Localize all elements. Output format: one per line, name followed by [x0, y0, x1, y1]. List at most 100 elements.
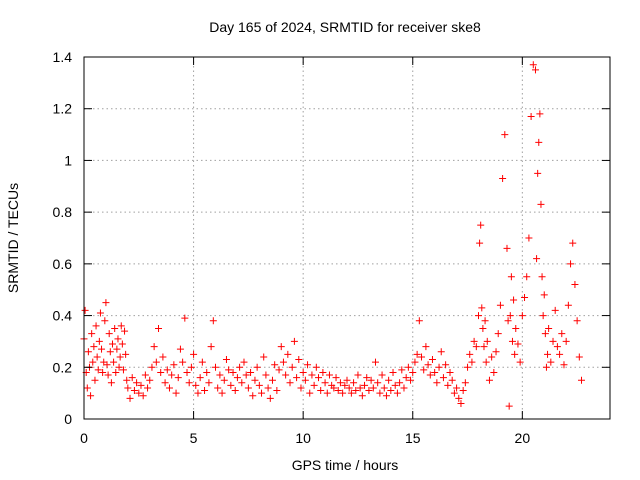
- data-point: [341, 381, 349, 389]
- y-tick-label: 0.2: [53, 359, 73, 375]
- data-point: [83, 384, 91, 392]
- data-point: [407, 376, 415, 384]
- data-point: [521, 293, 529, 301]
- data-point: [527, 112, 535, 120]
- data-point: [194, 389, 202, 397]
- data-point: [111, 325, 119, 332]
- data-point: [402, 374, 410, 382]
- data-point: [244, 384, 252, 392]
- data-point: [148, 363, 156, 371]
- data-point: [468, 358, 476, 366]
- data-point: [476, 239, 484, 247]
- data-point: [496, 301, 504, 309]
- data-point: [481, 317, 489, 325]
- data-point: [499, 175, 507, 183]
- data-point: [492, 348, 500, 356]
- data-point: [325, 371, 333, 379]
- y-tick-label: 1.4: [53, 49, 73, 65]
- data-point: [293, 374, 301, 382]
- data-point: [84, 348, 92, 356]
- data-point: [534, 169, 542, 177]
- data-point: [367, 376, 375, 384]
- data-point: [216, 371, 224, 379]
- data-point: [198, 358, 206, 366]
- data-point: [126, 394, 134, 402]
- data-point: [343, 376, 351, 384]
- data-point: [247, 368, 255, 376]
- data-point: [426, 371, 434, 379]
- data-point: [512, 325, 520, 332]
- data-point: [523, 273, 531, 281]
- data-point: [564, 301, 572, 309]
- data-point: [157, 368, 165, 376]
- data-point: [420, 366, 428, 374]
- data-point: [455, 394, 463, 402]
- data-point: [301, 376, 309, 384]
- data-point: [369, 384, 377, 392]
- data-point: [374, 379, 382, 387]
- data-point: [163, 366, 171, 374]
- data-point: [299, 368, 307, 376]
- data-point: [220, 376, 228, 384]
- y-tick-label: 0.8: [53, 204, 73, 220]
- data-point: [295, 356, 303, 364]
- data-point: [319, 368, 327, 376]
- data-point: [376, 389, 384, 397]
- data-point: [365, 387, 373, 395]
- data-point: [95, 337, 103, 345]
- plot-frame: [83, 56, 611, 420]
- data-point: [266, 394, 274, 402]
- data-point: [112, 368, 120, 376]
- data-point: [514, 340, 522, 348]
- data-point: [141, 371, 149, 379]
- data-point: [537, 200, 545, 208]
- y-tick-label: 0.6: [53, 256, 73, 272]
- data-point: [540, 291, 548, 299]
- data-point: [114, 335, 122, 343]
- data-point: [187, 363, 195, 371]
- data-point: [494, 330, 502, 338]
- data-point: [277, 343, 285, 351]
- data-point: [92, 322, 100, 330]
- axis-ticks: [83, 56, 610, 420]
- data-point: [409, 368, 417, 376]
- data-point: [391, 381, 399, 389]
- data-point: [501, 131, 509, 139]
- data-point: [98, 345, 106, 353]
- data-point: [118, 340, 126, 348]
- data-point: [165, 384, 173, 392]
- data-point: [424, 361, 432, 369]
- data-point: [569, 239, 577, 247]
- data-point: [110, 358, 118, 366]
- x-tick-label: 5: [190, 430, 198, 446]
- data-point: [286, 379, 294, 387]
- data-point: [122, 350, 130, 358]
- data-point: [478, 304, 486, 312]
- data-point: [152, 358, 160, 366]
- data-point: [108, 340, 116, 348]
- data-point: [330, 384, 338, 392]
- data-point: [356, 384, 364, 392]
- data-point: [442, 361, 450, 369]
- data-point: [222, 356, 230, 364]
- data-point: [101, 317, 109, 325]
- data-point: [332, 374, 340, 382]
- data-point: [507, 273, 515, 281]
- data-point: [334, 387, 342, 395]
- data-point: [133, 379, 141, 387]
- data-point: [464, 363, 472, 371]
- data-point: [242, 371, 250, 379]
- data-point: [135, 389, 143, 397]
- data-point: [218, 389, 226, 397]
- data-point: [288, 363, 296, 371]
- data-point: [113, 345, 121, 353]
- data-point: [121, 327, 129, 335]
- data-point: [488, 353, 496, 361]
- data-point: [444, 381, 452, 389]
- data-point: [183, 368, 191, 376]
- data-point: [273, 387, 281, 395]
- data-point: [505, 402, 513, 410]
- data-point: [102, 299, 110, 307]
- data-point: [321, 379, 329, 387]
- data-point: [128, 374, 136, 382]
